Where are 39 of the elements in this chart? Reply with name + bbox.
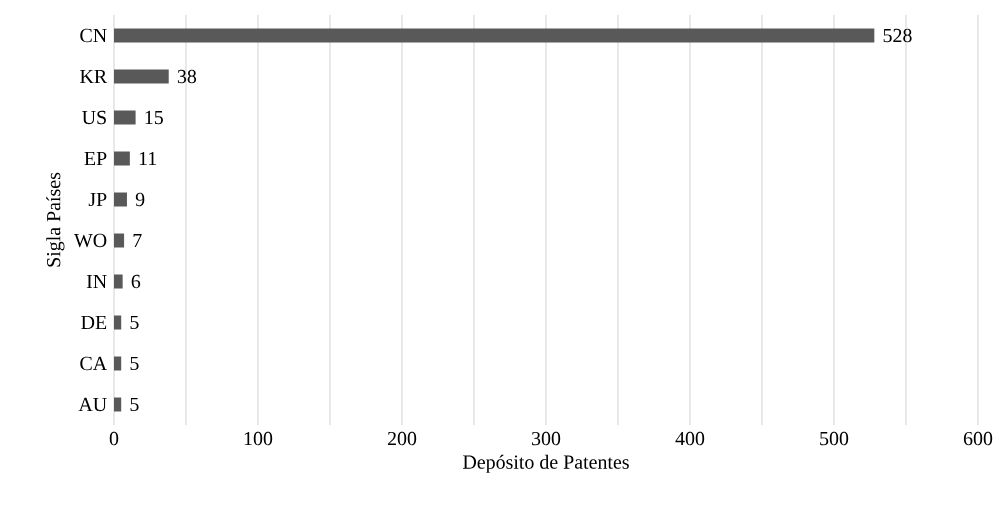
data-label: 6: [131, 274, 141, 289]
x-tick-label: 200: [387, 431, 417, 446]
data-label: 5: [130, 397, 139, 412]
y-axis-title: Sigla Países: [46, 172, 65, 267]
bar: [114, 274, 123, 289]
y-tick-label: US: [82, 110, 106, 125]
y-tick-label: CN: [80, 28, 107, 43]
data-label: 15: [145, 110, 163, 125]
bar: [114, 110, 136, 125]
y-tick-label: CA: [80, 356, 107, 371]
bar: [114, 69, 169, 84]
x-axis-title: Depósito de Patentes: [463, 454, 629, 473]
bar: [114, 233, 125, 248]
data-label: 7: [133, 233, 142, 248]
data-label: 5: [130, 315, 139, 330]
bar: [114, 28, 875, 43]
bar: [114, 192, 127, 207]
data-label: 11: [139, 151, 157, 166]
y-tick-label: JP: [88, 192, 107, 207]
bar: [114, 151, 130, 166]
y-tick-label: DE: [81, 315, 107, 330]
y-tick-label: EP: [84, 151, 107, 166]
x-tick-label: 300: [532, 431, 561, 446]
data-label: 9: [135, 192, 145, 207]
y-tick-label: AU: [78, 397, 107, 412]
bar: [114, 356, 122, 371]
y-tick-label: WO: [73, 233, 107, 248]
y-tick-label: IN: [86, 274, 107, 289]
x-tick-label: 500: [820, 431, 849, 446]
data-label: 528: [883, 28, 912, 43]
data-label: 5: [130, 356, 139, 371]
x-tick-label: 100: [244, 431, 273, 446]
y-tick-label: KR: [80, 69, 108, 84]
bar: [114, 315, 122, 330]
x-tick-label: 0: [109, 431, 119, 446]
data-label: 38: [177, 69, 197, 84]
x-tick-label: 400: [675, 431, 705, 446]
x-tick-label: 600: [963, 431, 993, 446]
bar: [114, 397, 122, 412]
